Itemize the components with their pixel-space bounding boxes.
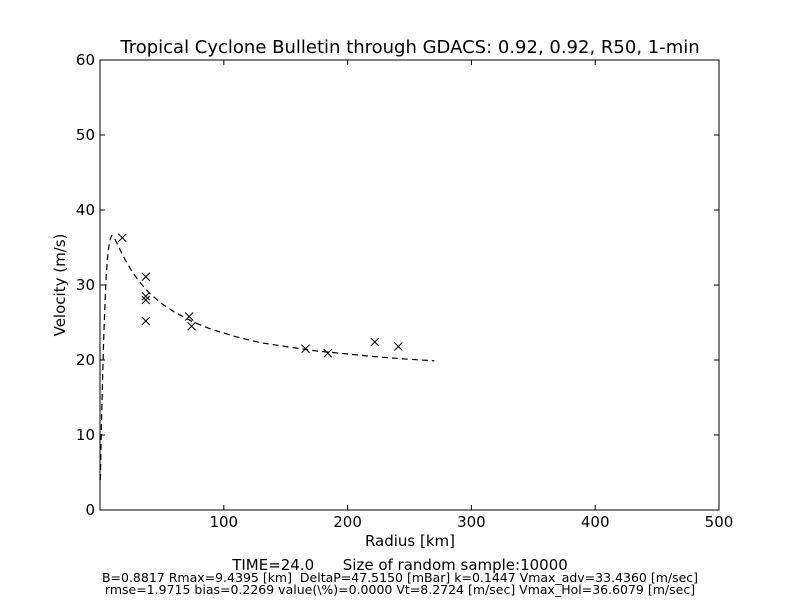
x-axis-label: Radius [km] xyxy=(365,532,455,550)
x-tick-label: 300 xyxy=(457,513,486,531)
observation-point xyxy=(141,295,151,305)
y-tick-label: 50 xyxy=(76,126,95,144)
y-tick-label: 20 xyxy=(76,351,95,369)
x-axis-ticks: 100 200 300 400 500 xyxy=(209,60,733,531)
observation-point xyxy=(394,342,403,351)
y-tick-label: 60 xyxy=(76,51,95,69)
model-curve-line xyxy=(99,234,435,481)
observation-point xyxy=(301,344,310,354)
y-tick-label: 10 xyxy=(76,426,95,444)
observation-point xyxy=(117,233,127,243)
footer-time-sample: TIME=24.0 Size of random sample:10000 xyxy=(231,556,568,574)
y-axis-ticks: 0 10 20 30 40 50 60 xyxy=(76,51,719,519)
footer-parameters: B=0.8817 Rmax=9.4395 [km] DeltaP=47.5150… xyxy=(102,570,698,585)
x-tick-label: 500 xyxy=(705,513,734,531)
y-tick-label: 40 xyxy=(76,201,95,219)
observation-point xyxy=(184,312,194,321)
observation-point xyxy=(323,348,333,358)
plot-series xyxy=(99,233,435,481)
y-tick-label: 30 xyxy=(76,276,95,294)
y-axis-label: Velocity (m/s) xyxy=(51,234,69,337)
y-tick-label: 0 xyxy=(85,501,95,519)
observation-point xyxy=(370,337,380,347)
observation-point xyxy=(187,321,196,331)
x-tick-label: 100 xyxy=(209,513,238,531)
x-tick-label: 200 xyxy=(333,513,362,531)
observation-point xyxy=(141,272,151,282)
footer-statistics: rmse=1.9715 bias=0.2269 value(\%)=0.0000… xyxy=(105,582,695,597)
observation-point xyxy=(141,291,151,301)
chart-title: Tropical Cyclone Bulletin through GDACS:… xyxy=(119,37,699,58)
observation-point xyxy=(141,316,151,326)
plot-area: 100 200 300 400 500 0 10 20 30 40 50 60 xyxy=(76,51,733,531)
x-tick-label: 400 xyxy=(581,513,610,531)
